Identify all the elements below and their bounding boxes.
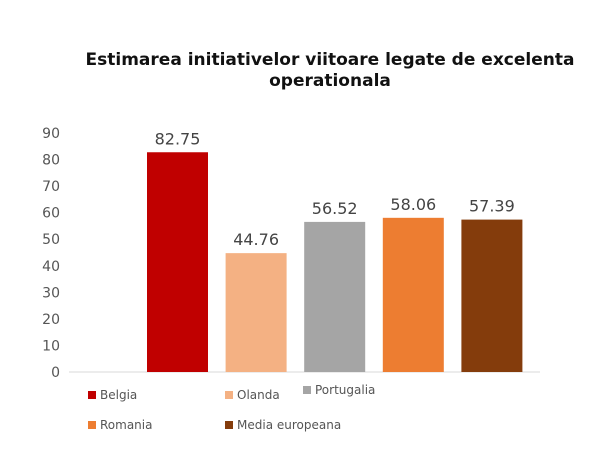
legend-swatch [225, 421, 233, 429]
data-label: 82.75 [155, 129, 201, 148]
y-tick-label: 20 [42, 312, 60, 328]
legend-item: Romania [88, 418, 152, 432]
legend-swatch [88, 421, 96, 429]
bar-olanda [225, 253, 287, 372]
y-tick-label: 50 [42, 232, 60, 248]
legend-label: Portugalia [315, 383, 376, 397]
y-tick-label: 80 [42, 153, 60, 169]
legend-label: Romania [100, 418, 153, 432]
legend-label: Olanda [237, 388, 280, 402]
y-tick-label: 0 [51, 365, 60, 381]
bar-romania [382, 217, 444, 372]
bar-portugalia [304, 221, 366, 372]
legend-label: Belgia [100, 388, 138, 402]
legend-label: Media europeana [237, 418, 342, 432]
y-tick-label: 40 [42, 259, 60, 275]
y-tick-label: 70 [42, 179, 60, 195]
data-label: 58.06 [390, 195, 436, 214]
legend-item: Portugalia [303, 383, 375, 397]
data-label: 44.76 [233, 230, 279, 249]
legend-item: Olanda [225, 388, 280, 402]
bar-belgia [147, 152, 208, 372]
y-tick-label: 10 [42, 338, 60, 354]
data-label: 57.39 [469, 197, 515, 216]
y-tick-label: 30 [42, 285, 60, 301]
y-tick-label: 90 [42, 126, 60, 142]
legend-swatch [303, 386, 311, 394]
legend-item: Belgia [88, 388, 137, 402]
y-tick-label: 60 [42, 206, 60, 222]
bar-media-europeana [461, 219, 523, 372]
legend-swatch [225, 391, 233, 399]
legend-item: Media europeana [225, 418, 341, 432]
data-label: 56.52 [312, 199, 358, 218]
legend-swatch [88, 391, 96, 399]
chart-title: Estimarea initiativelor viitoare legate … [85, 50, 575, 91]
